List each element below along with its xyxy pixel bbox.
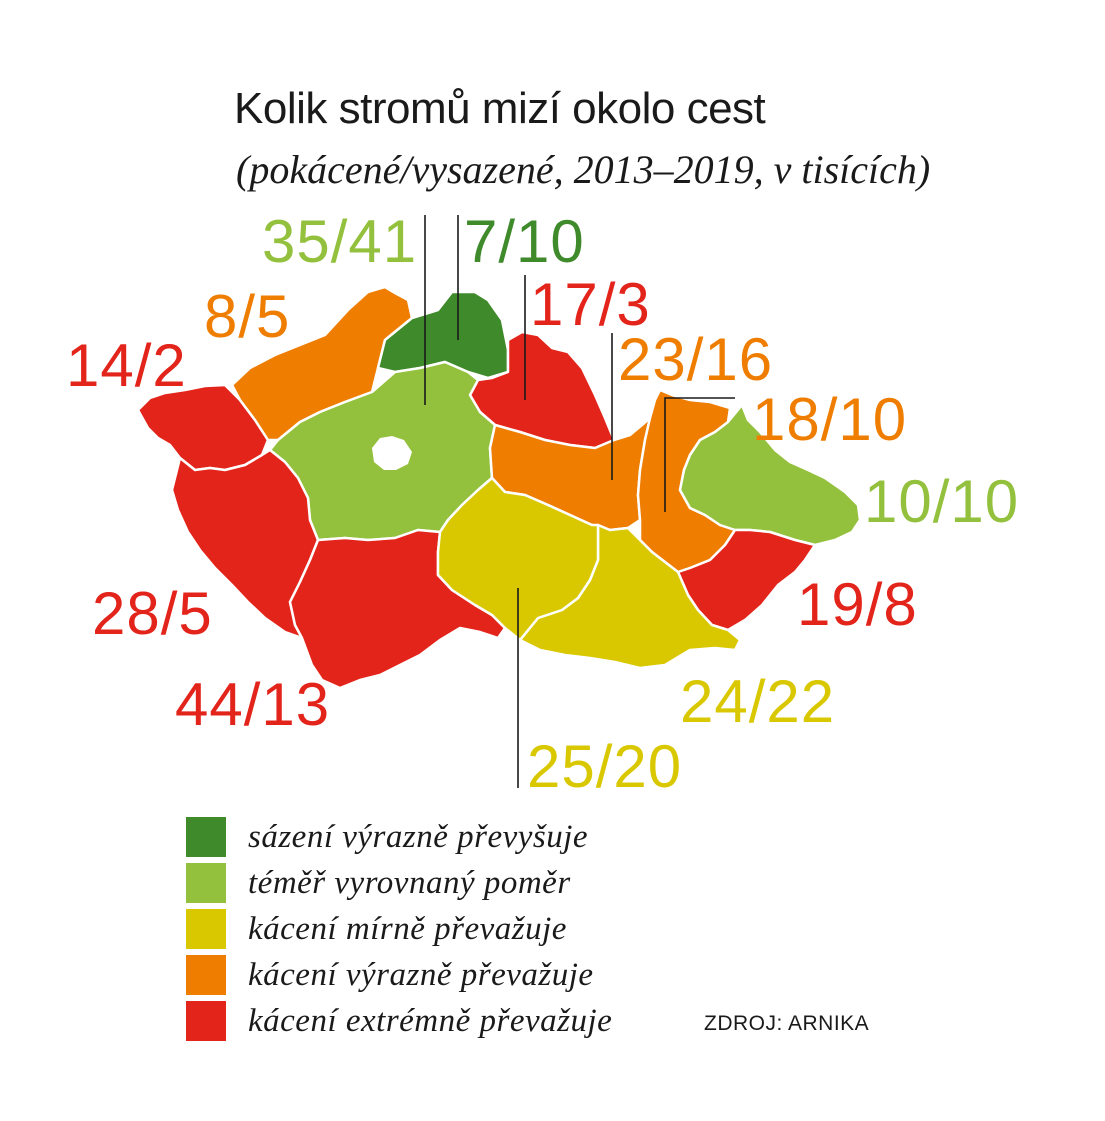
region-vysocina xyxy=(436,476,600,642)
legend-item: sázení výrazně převyšuje xyxy=(186,814,612,860)
leader-lines xyxy=(424,215,735,788)
label-plzensky: 28/5 xyxy=(92,580,213,647)
legend-item: kácení extrémně převažuje xyxy=(186,998,612,1044)
legend-item: kácení výrazně převažuje xyxy=(186,952,612,998)
legend-label: téměř vyrovnaný poměr xyxy=(248,864,571,901)
legend-label: kácení extrémně převažuje xyxy=(248,1002,613,1039)
legend-label: kácení mírně převažuje xyxy=(248,910,567,947)
legend: sázení výrazně převyšuje téměř vyrovnaný… xyxy=(186,814,612,1044)
label-liberecky: 7/10 xyxy=(464,208,585,275)
region-praha xyxy=(372,436,412,470)
legend-label: sázení výrazně převyšuje xyxy=(248,818,589,855)
label-karlovarsky: 14/2 xyxy=(66,332,187,399)
legend-swatch xyxy=(186,817,226,857)
map-title: Kolik stromů mizí okolo cest xyxy=(234,84,766,133)
label-moravskoslezsky: 10/10 xyxy=(864,468,1020,535)
leader-line xyxy=(664,397,735,512)
legend-swatch xyxy=(186,1001,226,1041)
label-jihomoravsky: 24/22 xyxy=(680,668,836,735)
region-jihocesky xyxy=(288,528,507,690)
label-ustecky: 8/5 xyxy=(204,283,291,350)
label-olomoucky: 18/10 xyxy=(752,386,908,453)
label-zlinsky: 19/8 xyxy=(797,571,918,638)
label-kralovehradecky: 17/3 xyxy=(530,271,651,338)
source-credit: ZDROJ: ARNIKA xyxy=(704,1012,870,1035)
legend-item: téměř vyrovnaný poměr xyxy=(186,860,612,906)
legend-swatch xyxy=(186,863,226,903)
legend-item: kácení mírně převažuje xyxy=(186,906,612,952)
legend-label: kácení výrazně převažuje xyxy=(248,956,594,993)
legend-swatch xyxy=(186,909,226,949)
label-vysocina: 25/20 xyxy=(527,733,683,800)
legend-swatch xyxy=(186,955,226,995)
label-stredocesky: 35/41 xyxy=(262,208,418,275)
label-pardubicky: 23/16 xyxy=(618,326,774,393)
label-jihocesky: 44/13 xyxy=(175,671,331,738)
map-subtitle: (pokácené/vysazené, 2013–2019, v tisícíc… xyxy=(236,147,931,192)
